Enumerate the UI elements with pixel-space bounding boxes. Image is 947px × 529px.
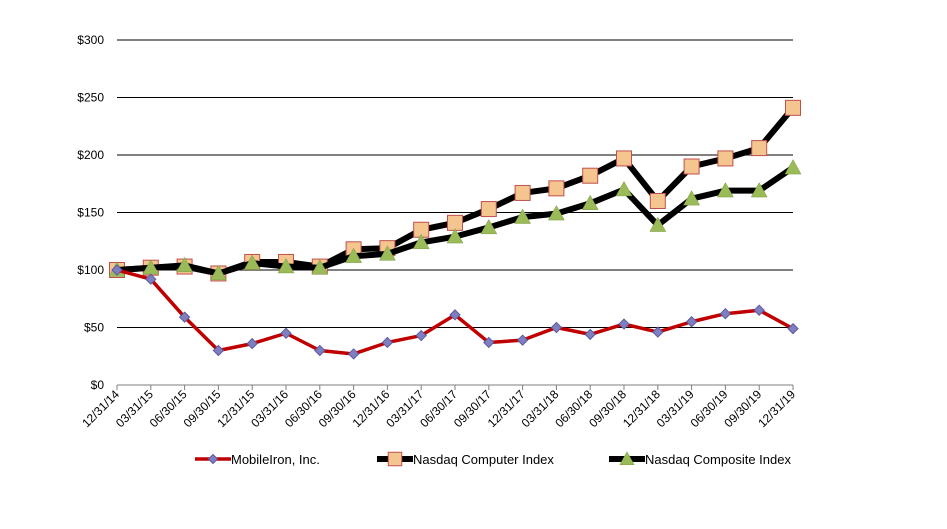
legend-label: MobileIron, Inc.	[231, 452, 320, 467]
data-point	[550, 321, 563, 334]
data-point	[446, 228, 464, 244]
data-point	[683, 158, 700, 175]
data-point	[345, 247, 363, 263]
data-point	[785, 99, 801, 116]
y-tick-label: $100	[77, 263, 104, 277]
y-tick-label: $150	[77, 206, 104, 220]
series-diamond	[111, 264, 799, 360]
data-point	[447, 214, 463, 231]
data-point	[277, 258, 295, 274]
legend-marker	[207, 453, 219, 465]
data-point	[514, 184, 531, 201]
data-point	[717, 150, 734, 167]
y-tick-label: $200	[77, 148, 104, 162]
data-point	[514, 208, 532, 224]
data-point	[178, 311, 191, 323]
data-point	[311, 259, 329, 275]
data-point	[314, 344, 326, 357]
data-point	[548, 180, 565, 197]
data-point	[243, 254, 261, 270]
data-point	[381, 336, 394, 349]
data-point	[111, 264, 123, 276]
data-point	[176, 256, 194, 273]
data-point	[584, 328, 596, 341]
y-axis: $0 $50 $100 $150 $200 $250 $300	[77, 33, 104, 392]
series-group	[108, 99, 802, 360]
legend-item: Nasdaq Computer Index	[377, 451, 554, 467]
data-point	[516, 334, 529, 346]
series-square	[109, 99, 801, 282]
data-point	[652, 326, 664, 338]
data-point	[378, 245, 396, 261]
data-point	[719, 307, 732, 320]
y-tick-label: $0	[91, 378, 105, 392]
data-point	[751, 140, 768, 157]
data-point	[784, 159, 802, 175]
y-tick-label: $300	[77, 33, 104, 47]
x-axis: 12/31/1403/31/1506/30/1509/30/1512/31/15…	[79, 385, 798, 430]
data-point	[449, 309, 461, 321]
data-point	[145, 273, 157, 285]
series-triangle	[108, 159, 802, 281]
data-point	[212, 344, 225, 357]
data-point	[581, 194, 599, 210]
x-tick-label: 12/31/19	[755, 387, 798, 430]
legend-item: MobileIron, Inc.	[195, 452, 320, 467]
data-point	[483, 336, 495, 349]
data-point	[753, 304, 765, 316]
legend-item: Nasdaq Composite Index	[609, 451, 791, 467]
y-tick-label: $50	[84, 321, 104, 335]
data-point	[787, 322, 799, 335]
legend-label: Nasdaq Computer Index	[413, 452, 554, 467]
data-point	[683, 190, 701, 206]
data-point	[616, 150, 632, 167]
legend-label: Nasdaq Composite Index	[645, 452, 791, 467]
gridlines	[117, 39, 793, 386]
data-point	[412, 233, 430, 250]
data-point	[618, 318, 630, 330]
legend: MobileIron, Inc. Nasdaq Computer Index Nas…	[195, 451, 791, 467]
data-point	[582, 167, 599, 184]
data-point	[415, 329, 427, 342]
legend-marker	[387, 451, 403, 467]
data-point	[480, 218, 498, 235]
data-point	[615, 180, 633, 197]
data-point	[209, 264, 227, 281]
data-point	[750, 182, 768, 198]
data-point	[649, 216, 667, 232]
data-point	[649, 193, 666, 209]
data-point	[716, 182, 734, 198]
data-point	[347, 348, 360, 360]
data-point	[547, 205, 565, 221]
data-point	[685, 316, 698, 328]
data-point	[246, 337, 258, 350]
legend-marker	[619, 451, 635, 466]
y-tick-label: $250	[77, 91, 104, 105]
data-point	[480, 201, 497, 218]
data-point	[280, 327, 292, 339]
